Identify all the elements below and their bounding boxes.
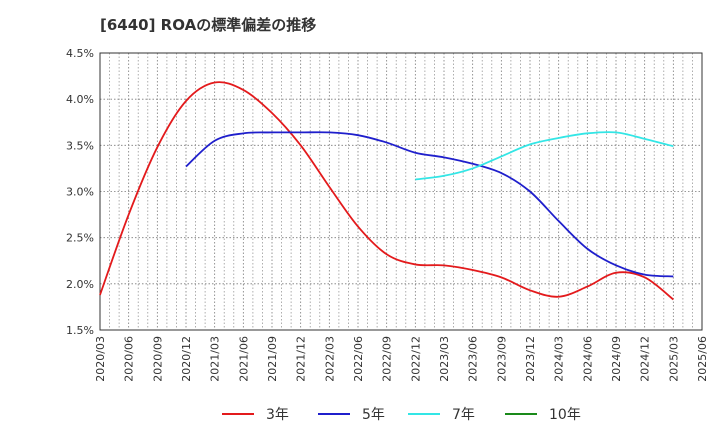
y-tick-label: 3.5%: [66, 139, 94, 152]
x-tick-label: 2021/06: [237, 336, 250, 382]
legend-label-4: 10年: [549, 407, 581, 423]
x-tick-label: 2022/03: [323, 336, 336, 382]
series-line-1: [99, 81, 674, 301]
x-tick-label: 2021/09: [266, 336, 279, 382]
x-tick-label: 2025/03: [667, 336, 680, 382]
y-tick-label: 2.0%: [66, 278, 94, 291]
x-tick-label: 2020/03: [94, 336, 107, 382]
x-tick-label: 2024/03: [553, 336, 566, 382]
x-tick-label: 2023/12: [524, 336, 537, 382]
x-tick-label: 2023/03: [438, 336, 451, 382]
x-tick-label: 2022/12: [409, 336, 422, 382]
x-tick-label: 2023/09: [495, 336, 508, 382]
chart-title: [6440] ROAの標準偏差の推移: [100, 16, 317, 34]
y-tick-label: 2.5%: [66, 232, 94, 245]
x-tick-label: 2020/12: [180, 336, 193, 382]
x-tick-label: 2020/09: [151, 336, 164, 382]
series-line-2: [185, 131, 674, 278]
series-line-3: [415, 131, 674, 181]
legend-label-2: 5年: [362, 407, 385, 423]
x-tick-label: 2024/06: [581, 336, 594, 382]
x-tick-label: 2021/03: [209, 336, 222, 382]
x-tick-label: 2025/06: [696, 336, 709, 382]
y-tick-label: 4.5%: [66, 47, 94, 60]
y-tick-label: 1.5%: [66, 324, 94, 337]
x-tick-label: 2022/06: [352, 336, 365, 382]
x-tick-label: 2024/09: [610, 336, 623, 382]
x-tick-label: 2023/06: [467, 336, 480, 382]
x-tick-label: 2021/12: [295, 336, 308, 382]
x-tick-label: 2024/12: [639, 336, 652, 382]
legend-label-1: 3年: [266, 407, 289, 423]
plot-frame: [99, 52, 703, 331]
y-tick-label: 3.0%: [66, 186, 94, 199]
x-tick-label: 2022/09: [381, 336, 394, 382]
legend-label-3: 7年: [452, 407, 475, 423]
y-tick-label: 4.0%: [66, 93, 94, 106]
x-tick-label: 2020/06: [123, 336, 136, 382]
